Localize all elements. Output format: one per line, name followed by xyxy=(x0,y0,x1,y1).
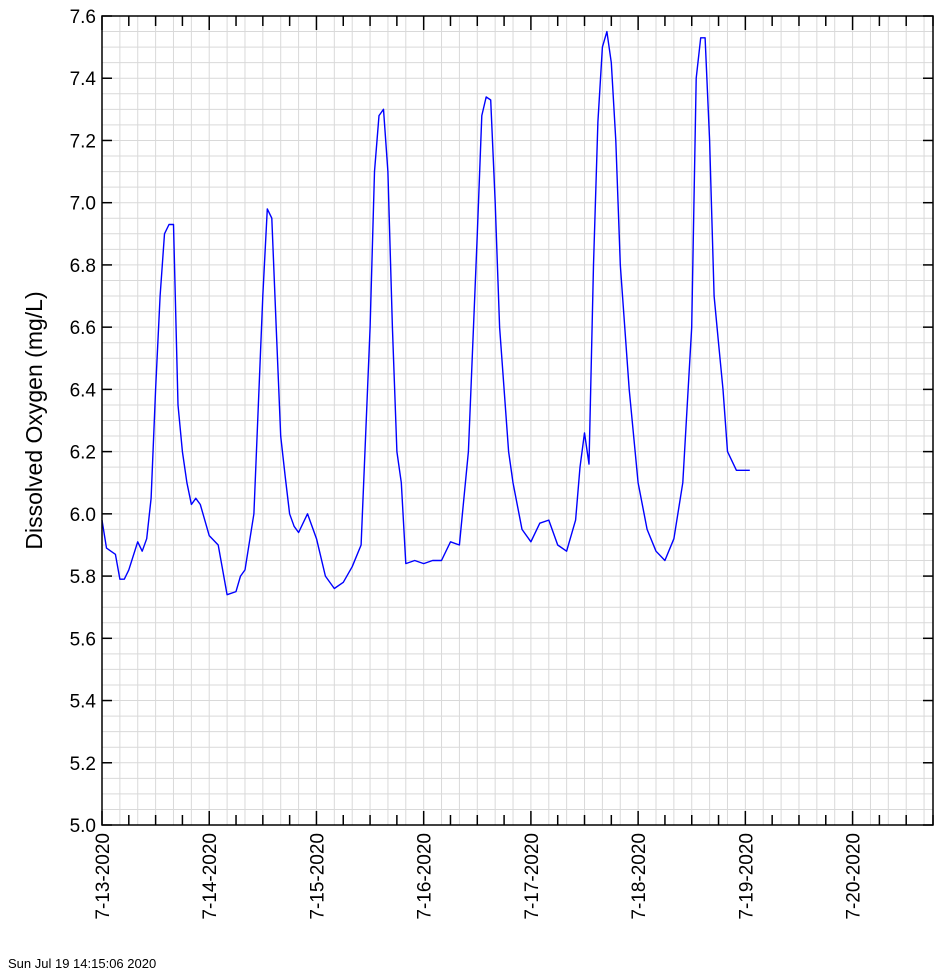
x-tick-label: 7-14-2020 xyxy=(200,833,221,920)
y-tick-label: 6.4 xyxy=(70,380,97,401)
x-tick-label: 7-20-2020 xyxy=(844,833,865,920)
y-axis-title: Dissolved Oxygen (mg/L) xyxy=(21,291,47,549)
grid-lines xyxy=(102,16,933,825)
y-axis-tick-labels: 5.0 5.2 5.4 5.6 5.8 6.0 6.2 6.4 6.6 6.8 7.0 7.2 7.4 7… xyxy=(70,7,97,837)
x-tick-label: 7-17-2020 xyxy=(522,833,543,920)
generated-timestamp: Sun Jul 19 14:15:06 2020 xyxy=(8,956,157,971)
x-axis-tick-labels: 7-13-2020 7-14-2020 7-15-2020 7-16-2020 7-17… xyxy=(93,833,865,920)
x-tick-label: 7-13-2020 xyxy=(93,833,114,920)
y-tick-label: 7.6 xyxy=(70,7,96,28)
y-tick-label: 6.0 xyxy=(70,505,96,526)
y-tick-label: 5.0 xyxy=(70,816,96,837)
y-tick-label: 7.2 xyxy=(70,131,96,152)
y-tick-label: 5.2 xyxy=(70,754,96,775)
series-line-dissolved-oxygen xyxy=(101,30,750,596)
plot-frame xyxy=(101,15,934,826)
axis-ticks xyxy=(101,15,934,826)
x-tick-label: 7-19-2020 xyxy=(736,833,757,920)
x-tick-label: 7-18-2020 xyxy=(629,833,650,920)
y-tick-label: 6.8 xyxy=(70,256,96,277)
y-tick-label: 7.0 xyxy=(70,194,96,215)
y-tick-label: 7.4 xyxy=(70,69,97,90)
dissolved-oxygen-chart: 5.0 5.2 5.4 5.6 5.8 6.0 6.2 6.4 6.6 6.8 7.0 7.2 7.4 7… xyxy=(21,7,934,920)
data-series-layer xyxy=(101,30,750,596)
x-tick-label: 7-15-2020 xyxy=(307,833,328,920)
y-tick-label: 5.4 xyxy=(70,692,97,713)
x-tick-label: 7-16-2020 xyxy=(415,833,436,920)
y-tick-label: 5.8 xyxy=(70,567,96,588)
y-tick-label: 6.2 xyxy=(70,443,96,464)
y-tick-label: 5.6 xyxy=(70,629,96,650)
y-tick-label: 6.6 xyxy=(70,318,96,339)
